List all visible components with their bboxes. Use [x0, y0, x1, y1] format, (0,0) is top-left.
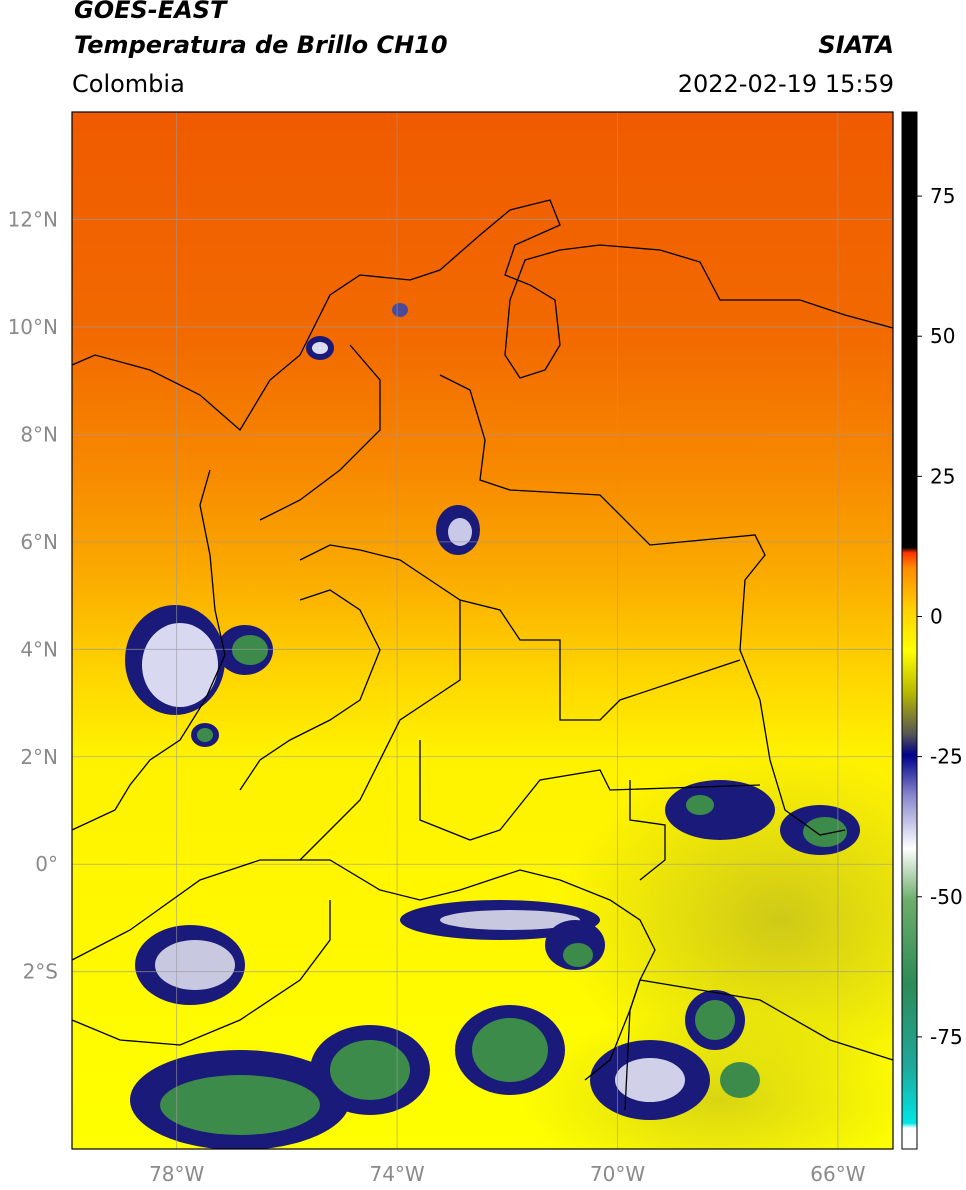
colorbar-tick-label: 75 — [930, 184, 955, 208]
longitude-label: 66°W — [810, 1162, 865, 1186]
region-label: Colombia — [72, 70, 185, 98]
datetime-label: 2022-02-19 15:59 — [677, 70, 894, 98]
latitude-label: 12°N — [8, 207, 58, 231]
colorbar-tick-label: -50 — [930, 885, 963, 909]
caribbean-coast — [72, 199, 893, 432]
longitude-labels: 78°W 74°W 70°W 66°W — [149, 1162, 866, 1186]
latitude-label: 4°N — [20, 637, 58, 661]
colombia-south-border — [72, 859, 656, 1111]
colorbar-tick-label: 0 — [930, 604, 943, 628]
latitude-label: 0° — [35, 852, 58, 876]
latitude-label: 10°N — [8, 315, 58, 339]
title-product: Temperatura de Brillo CH10 — [74, 31, 448, 59]
cloud-cluster-pacific — [125, 605, 273, 747]
cloud-clusters — [125, 303, 860, 1149]
map-frame — [71, 111, 894, 1150]
latitude-label: 8°N — [20, 422, 58, 446]
colorbar-gradient — [902, 112, 917, 1149]
internal-borders — [239, 344, 761, 881]
longitude-label: 70°W — [590, 1162, 645, 1186]
source-label: SIATA — [818, 31, 894, 59]
colombia-venezuela-border — [439, 374, 846, 836]
gridlines — [72, 112, 893, 1149]
title-satellite: GOES-EAST — [74, 0, 227, 24]
brazil-border — [584, 979, 893, 1081]
latitude-labels: 12°N 10°N 8°N 6°N 4°N 2°N 0° 2°S — [8, 207, 58, 983]
colorbar-tick-label: -25 — [930, 745, 963, 769]
longitude-label: 74°W — [369, 1162, 424, 1186]
colorbar-tick-label: 50 — [930, 324, 955, 348]
peru-border — [72, 900, 331, 1046]
political-borders — [72, 199, 893, 1111]
colombia-border — [72, 469, 226, 831]
cloud-cluster-amazon — [130, 780, 860, 1149]
cloud-cluster-andes — [306, 303, 480, 555]
colorbar-ticks: 75 50 25 0 -25 -50 -75 — [917, 184, 963, 1049]
colorbar-tick-label: -75 — [930, 1025, 963, 1049]
colorbar-tick-label: 25 — [930, 464, 955, 488]
colorbar-frame — [901, 111, 918, 1150]
latitude-label: 6°N — [20, 530, 58, 554]
latitude-label: 2°S — [23, 960, 58, 984]
latitude-label: 2°N — [20, 745, 58, 769]
longitude-label: 78°W — [149, 1162, 204, 1186]
colorbar: 75 50 25 0 -25 -50 -75 — [901, 111, 963, 1150]
